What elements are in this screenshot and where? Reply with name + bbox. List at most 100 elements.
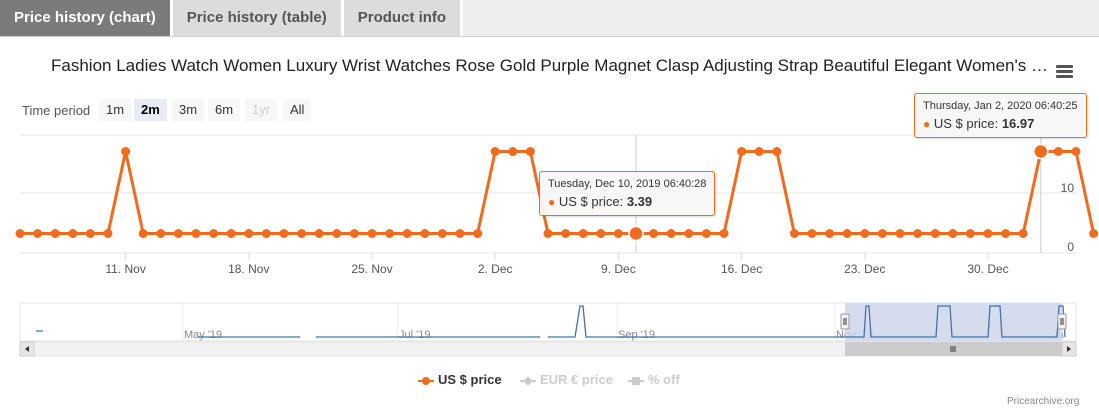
data-point <box>719 229 729 238</box>
chart-panel <box>0 36 1099 418</box>
data-point <box>983 229 993 238</box>
data-point <box>367 229 377 238</box>
x-tick-label: 11. Nov <box>105 262 145 276</box>
series-dot-icon: ● <box>548 195 556 209</box>
data-point <box>68 229 78 238</box>
navigator-series-line <box>36 305 1066 338</box>
data-point <box>965 229 975 238</box>
data-point <box>332 229 342 238</box>
navigator-tick-label: Jul '19 <box>399 329 430 341</box>
data-point <box>402 229 412 238</box>
navigator-tick-label: Sep '19 <box>618 329 655 341</box>
legend-circle-icon <box>418 375 434 387</box>
legend-item-percent-off[interactable]: % off <box>628 372 680 387</box>
data-point <box>543 229 553 238</box>
data-point <box>33 229 43 238</box>
data-point <box>50 229 60 238</box>
data-point <box>420 229 430 238</box>
data-point <box>173 229 183 238</box>
data-point <box>772 147 782 156</box>
data-point <box>807 229 817 238</box>
data-point <box>789 229 799 238</box>
x-tick-label: 18. Nov <box>228 262 269 276</box>
tooltip-series-name: US $ price <box>558 194 620 209</box>
data-point <box>860 229 870 238</box>
x-tick-label: 9. Dec <box>601 262 636 276</box>
time-period-label: Time period <box>22 103 91 118</box>
data-point <box>842 229 852 238</box>
data-point <box>525 147 535 156</box>
data-point <box>244 229 254 238</box>
tooltip-date: Thursday, Jan 2, 2020 06:40:25 <box>923 100 1078 112</box>
tab-bar: Price history (chart) Price history (tab… <box>0 0 1099 36</box>
data-point <box>895 229 905 238</box>
range-button-6m[interactable]: 6m <box>208 99 241 121</box>
scroll-right-arrow-icon <box>1067 346 1071 352</box>
navigator-tick-label: May '19 <box>184 329 222 341</box>
tab-bar-fill <box>463 0 1099 36</box>
hovered-data-point <box>628 225 644 242</box>
data-point <box>1001 229 1011 238</box>
tooltip-value: 16.97 <box>1001 116 1035 131</box>
data-point <box>490 147 500 156</box>
data-point <box>737 147 747 156</box>
range-button-1m[interactable]: 1m <box>99 99 132 121</box>
x-tick-label: 23. Dec <box>844 262 885 276</box>
data-point <box>1018 229 1028 238</box>
data-point <box>1071 147 1081 156</box>
tooltip-value: 3.39 <box>626 194 653 209</box>
range-button-all[interactable]: All <box>283 99 312 121</box>
series-dot-icon: ● <box>923 117 931 131</box>
legend-item-us-price[interactable]: US $ price <box>418 372 502 387</box>
chart-title: Fashion Ladies Watch Women Luxury Wrist … <box>51 56 1048 75</box>
data-point <box>15 229 25 238</box>
data-point <box>437 229 447 238</box>
y-tick-label: 10 <box>1061 181 1075 195</box>
range-button-1yr: 1yr <box>245 99 278 121</box>
data-point <box>156 229 166 238</box>
tooltip-jan-2: Thursday, Jan 2, 2020 06:40:25 ● US $ pr… <box>914 93 1087 138</box>
range-button-3m[interactable]: 3m <box>172 99 205 121</box>
tooltip-series-name: US $ price <box>933 116 995 131</box>
data-point <box>930 229 940 238</box>
data-point <box>226 229 236 238</box>
data-point <box>825 229 835 238</box>
x-tick-label: 25. Nov <box>351 262 392 276</box>
data-point <box>561 229 571 238</box>
tooltip-dec-10: Tuesday, Dec 10, 2019 06:40:28 ● US $ pr… <box>539 171 716 216</box>
data-point <box>913 229 923 238</box>
data-point <box>103 229 113 238</box>
data-point <box>279 229 289 238</box>
tooltip-date: Tuesday, Dec 10, 2019 06:40:28 <box>548 178 707 190</box>
tab-product-info[interactable]: Product info <box>343 0 461 36</box>
data-point <box>596 229 606 238</box>
data-point <box>1089 229 1099 238</box>
data-point <box>701 229 711 238</box>
data-point <box>473 229 483 238</box>
data-point <box>138 229 148 238</box>
data-point <box>314 229 324 238</box>
data-point <box>1053 147 1063 156</box>
tab-price-history-table[interactable]: Price history (table) <box>172 0 341 36</box>
data-point <box>578 229 588 238</box>
data-point <box>754 147 764 156</box>
data-point <box>877 229 887 238</box>
legend-item-eur-price[interactable]: EUR € price <box>520 372 613 387</box>
data-point <box>121 147 131 156</box>
x-tick-label: 30. Dec <box>967 262 1008 276</box>
data-point <box>684 229 694 238</box>
legend-diamond-icon <box>520 375 536 387</box>
tab-price-history-chart[interactable]: Price history (chart) <box>0 0 170 36</box>
scroll-left-arrow-icon <box>25 346 29 352</box>
data-point <box>508 147 518 156</box>
data-point <box>209 229 219 238</box>
navigator-selection-mask <box>845 303 1062 341</box>
data-point <box>948 229 958 238</box>
range-button-2m[interactable]: 2m <box>134 99 167 121</box>
data-point <box>666 229 676 238</box>
data-point <box>261 229 271 238</box>
credits-link[interactable]: Pricearchive.org <box>1007 396 1080 407</box>
legend-square-icon <box>628 375 644 387</box>
hamburger-menu-icon[interactable] <box>1056 65 1073 79</box>
